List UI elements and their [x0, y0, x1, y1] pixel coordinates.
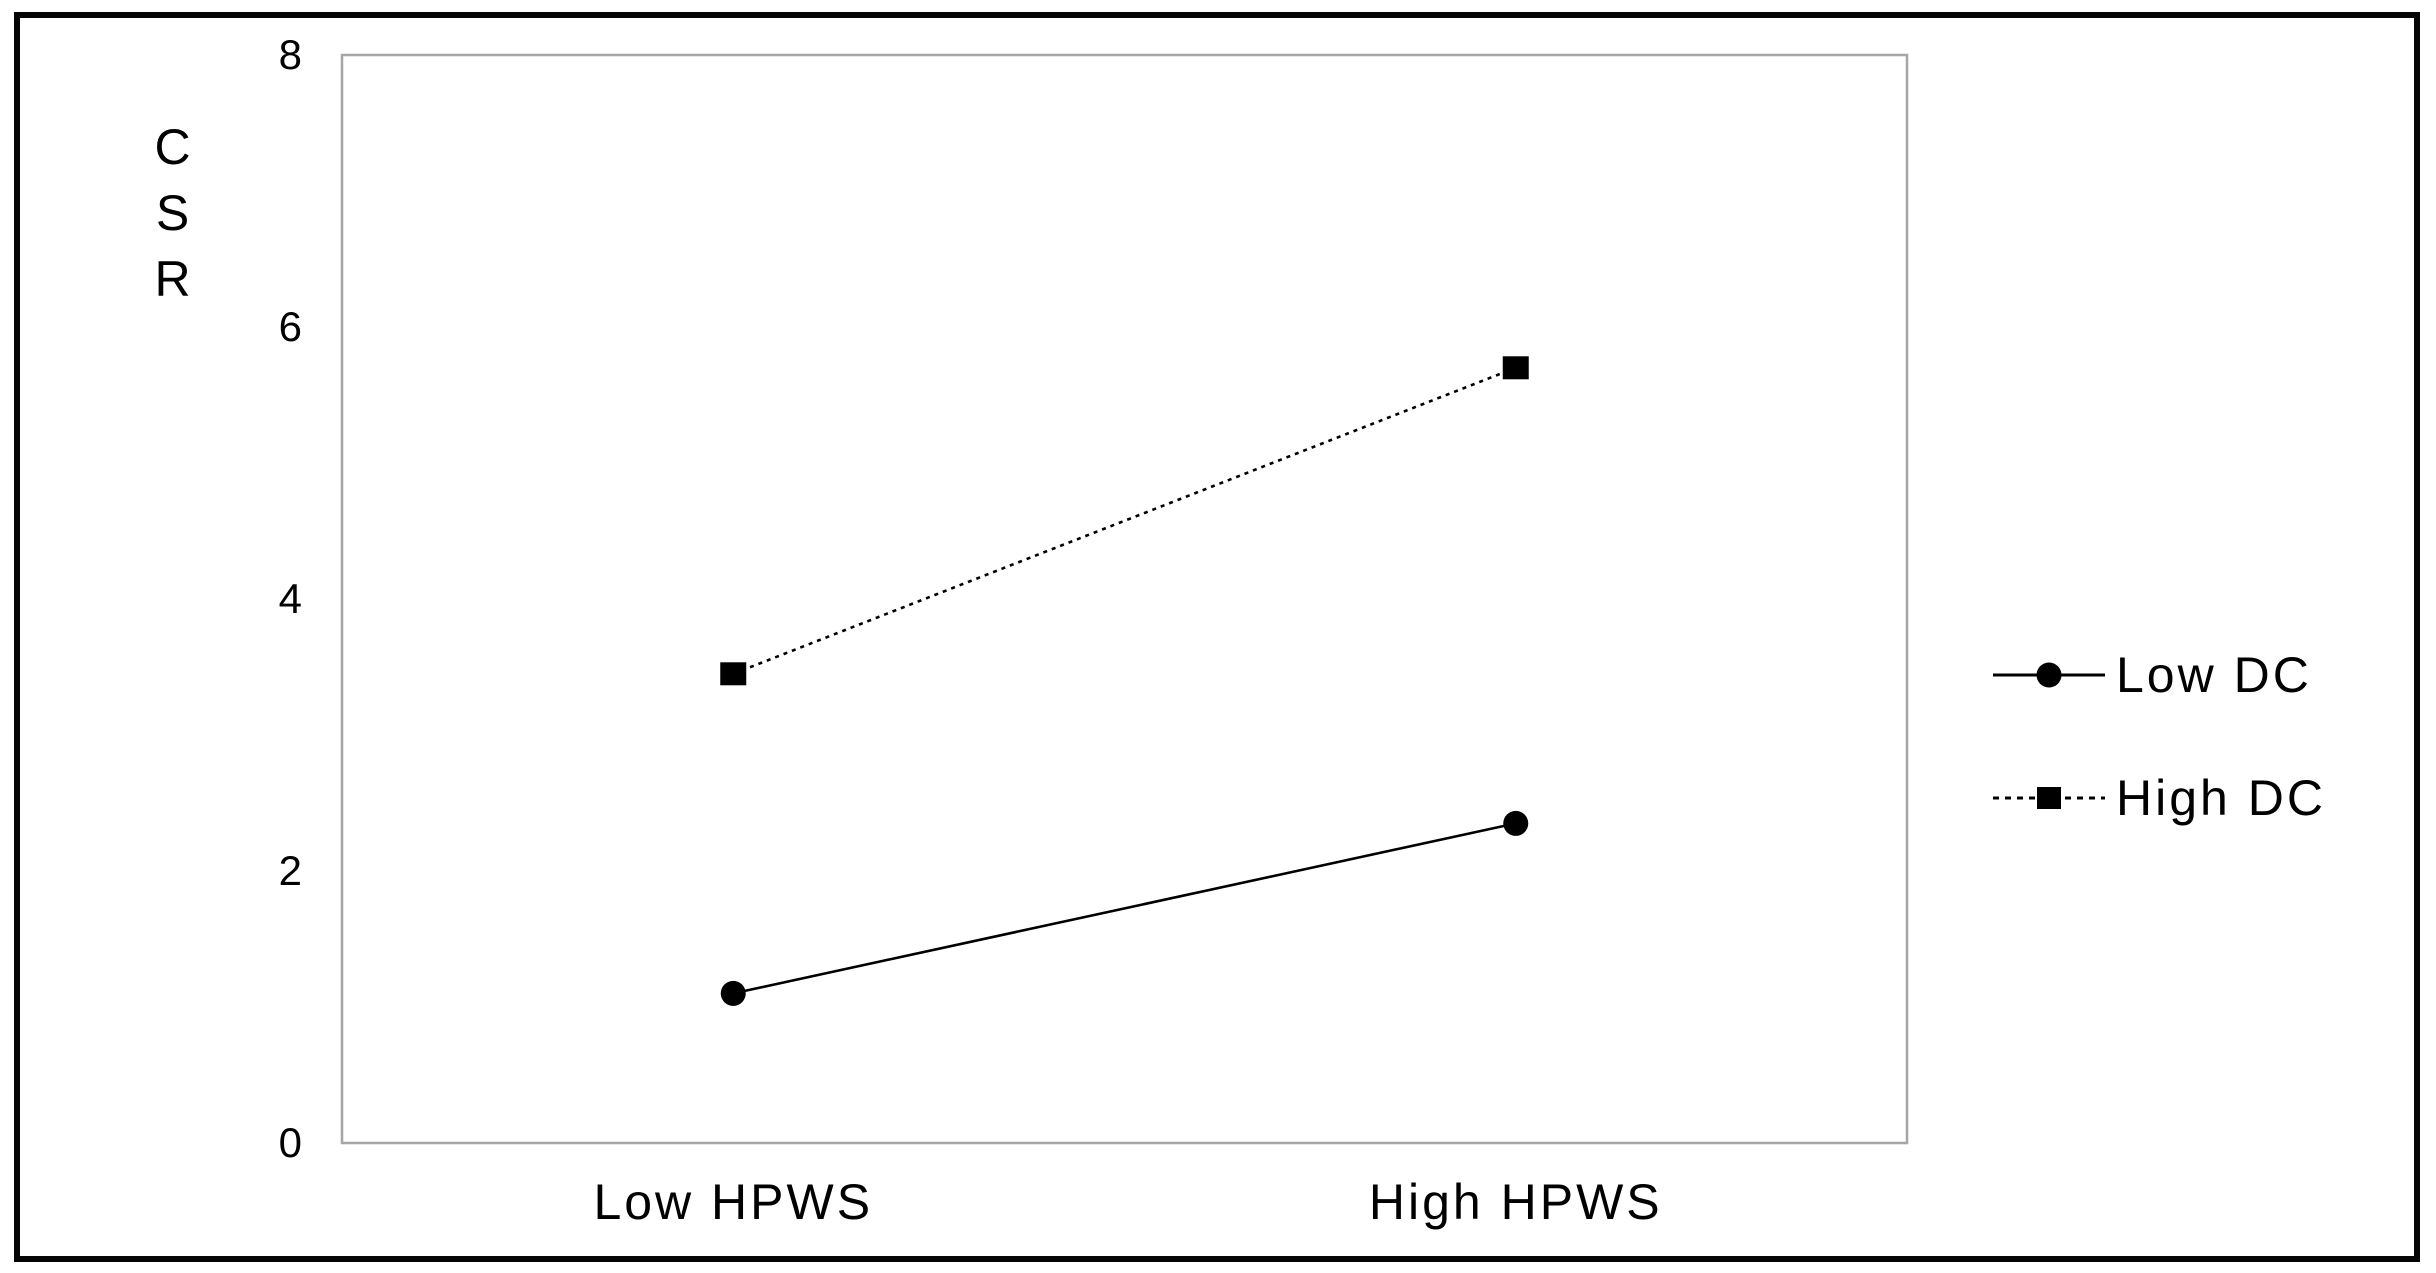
- y-axis-label: C S R: [154, 119, 192, 307]
- y-tick-label-2: 2: [278, 847, 302, 894]
- y-tick-label-0: 0: [278, 1119, 302, 1166]
- square-marker-high-dc: [1502, 356, 1529, 380]
- series-line-low-dc: [732, 822, 1517, 995]
- plot-area-border: [340, 53, 1909, 1145]
- x-tick-label-low-hpws: Low HPWS: [593, 1174, 874, 1230]
- y-tick-label-6: 6: [278, 303, 302, 350]
- y-tick-label-8: 8: [278, 31, 302, 78]
- legend-item-high-dc: High DC: [1993, 768, 2326, 828]
- figure-border: [14, 12, 2420, 1262]
- legend-dashed-line-square-icon: [1993, 787, 2105, 809]
- series-line-high-dc: [732, 366, 1517, 676]
- square-marker-high-dc: [720, 662, 747, 686]
- circle-marker-low-dc: [720, 980, 746, 1006]
- legend-item-low-dc: Low DC: [1993, 645, 2312, 705]
- legend-solid-line-circle-icon: [1993, 662, 2105, 688]
- legend-label-high-dc: High DC: [2116, 770, 2326, 826]
- legend-label-low-dc: Low DC: [2116, 647, 2312, 703]
- x-tick-label-high-hpws: High HPWS: [1368, 1174, 1663, 1230]
- circle-marker-low-dc: [1503, 810, 1529, 836]
- y-tick-label-4: 4: [278, 575, 302, 622]
